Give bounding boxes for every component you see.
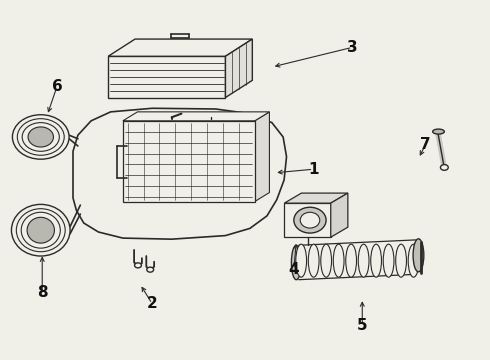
- Bar: [108, 56, 225, 98]
- Polygon shape: [331, 193, 348, 237]
- Text: 3: 3: [347, 40, 358, 55]
- Ellipse shape: [17, 119, 64, 155]
- Ellipse shape: [308, 244, 319, 277]
- Text: 7: 7: [420, 137, 431, 152]
- Ellipse shape: [383, 244, 394, 277]
- Ellipse shape: [296, 244, 307, 277]
- Polygon shape: [255, 112, 270, 202]
- Bar: [284, 203, 331, 237]
- Text: 1: 1: [308, 162, 318, 177]
- Ellipse shape: [300, 212, 320, 228]
- Ellipse shape: [11, 204, 70, 256]
- Text: 4: 4: [289, 262, 299, 277]
- Ellipse shape: [28, 127, 53, 147]
- Ellipse shape: [22, 123, 59, 151]
- Polygon shape: [123, 112, 270, 121]
- Ellipse shape: [358, 244, 369, 277]
- Ellipse shape: [294, 207, 326, 233]
- Ellipse shape: [12, 115, 69, 159]
- Polygon shape: [284, 193, 348, 203]
- Ellipse shape: [433, 129, 444, 134]
- Text: 8: 8: [37, 285, 48, 301]
- Ellipse shape: [292, 245, 301, 280]
- Ellipse shape: [321, 244, 332, 277]
- Ellipse shape: [346, 244, 357, 277]
- Ellipse shape: [333, 244, 344, 277]
- Ellipse shape: [16, 209, 65, 252]
- Text: 2: 2: [147, 296, 158, 311]
- Polygon shape: [73, 108, 287, 239]
- Ellipse shape: [441, 165, 448, 170]
- Bar: [123, 121, 255, 202]
- Ellipse shape: [408, 244, 419, 277]
- Ellipse shape: [413, 239, 424, 272]
- Ellipse shape: [147, 267, 154, 272]
- Text: 6: 6: [51, 79, 62, 94]
- Text: 5: 5: [357, 318, 368, 333]
- Ellipse shape: [27, 217, 54, 243]
- Ellipse shape: [135, 263, 142, 268]
- Polygon shape: [108, 39, 252, 56]
- Ellipse shape: [21, 212, 60, 248]
- Ellipse shape: [371, 244, 382, 277]
- Polygon shape: [225, 39, 252, 98]
- Ellipse shape: [396, 244, 407, 277]
